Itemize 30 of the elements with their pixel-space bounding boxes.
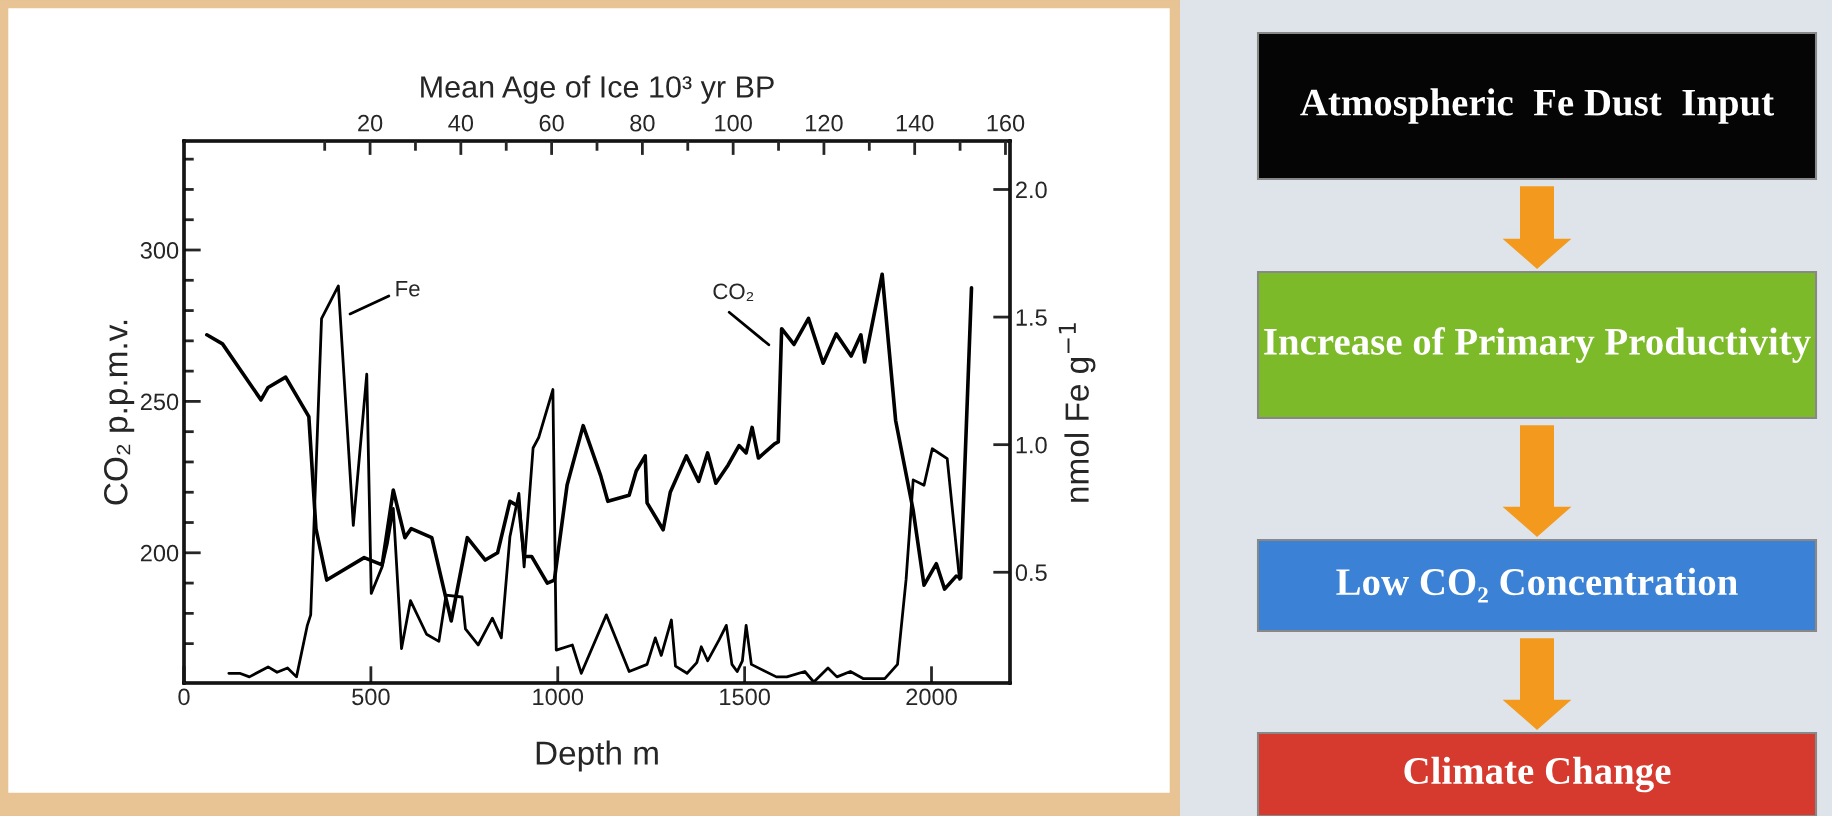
x2-axis-title: Mean Age of Ice 10³ yr BP [421, 75, 774, 104]
x-axis-title: Depth m [536, 740, 658, 772]
x2-tick-label: 40 [448, 114, 474, 132]
y2-tick-label: 2.0 [1016, 181, 1047, 199]
y2-axis-title: nmol Fe g$^{−1}$ [1058, 323, 1096, 502]
x-tick-label: 1500 [720, 688, 770, 706]
annotation: CO₂ [713, 283, 754, 301]
y-axis-title: CO₂ p.p.m.v. [104, 320, 135, 505]
text: Atmospheric Fe Dust Input [1300, 88, 1774, 124]
x-tick-label: 2000 [906, 688, 957, 706]
y2-tick-label: 1.0 [1016, 436, 1047, 454]
x2-tick-label: 80 [630, 114, 655, 132]
x-tick-label: 500 [352, 688, 390, 706]
x-tick-label: 0 [178, 688, 190, 706]
x2-tick-label: 20 [358, 114, 383, 132]
x2-tick-label: 60 [539, 114, 564, 132]
annotation: Fe [396, 280, 420, 297]
y2-tick-label: 0.5 [1015, 564, 1047, 582]
text: Climate Change [1404, 756, 1671, 793]
x2-tick-label: 160 [987, 114, 1025, 132]
y-tick-label: 300 [140, 242, 179, 259]
y-tick-label: 250 [140, 393, 179, 411]
y2-tick-label: 1.5 [1016, 309, 1047, 326]
x2-tick-label: 140 [896, 114, 934, 132]
text: Low CO₂ Concentration [1336, 567, 1738, 603]
y-tick-label: 200 [140, 544, 179, 562]
text: Increase of Primary Productivity [1264, 327, 1811, 363]
x2-tick-label: 120 [806, 114, 843, 132]
x2-tick-label: 100 [715, 114, 752, 132]
x-tick-label: 1000 [533, 688, 584, 706]
